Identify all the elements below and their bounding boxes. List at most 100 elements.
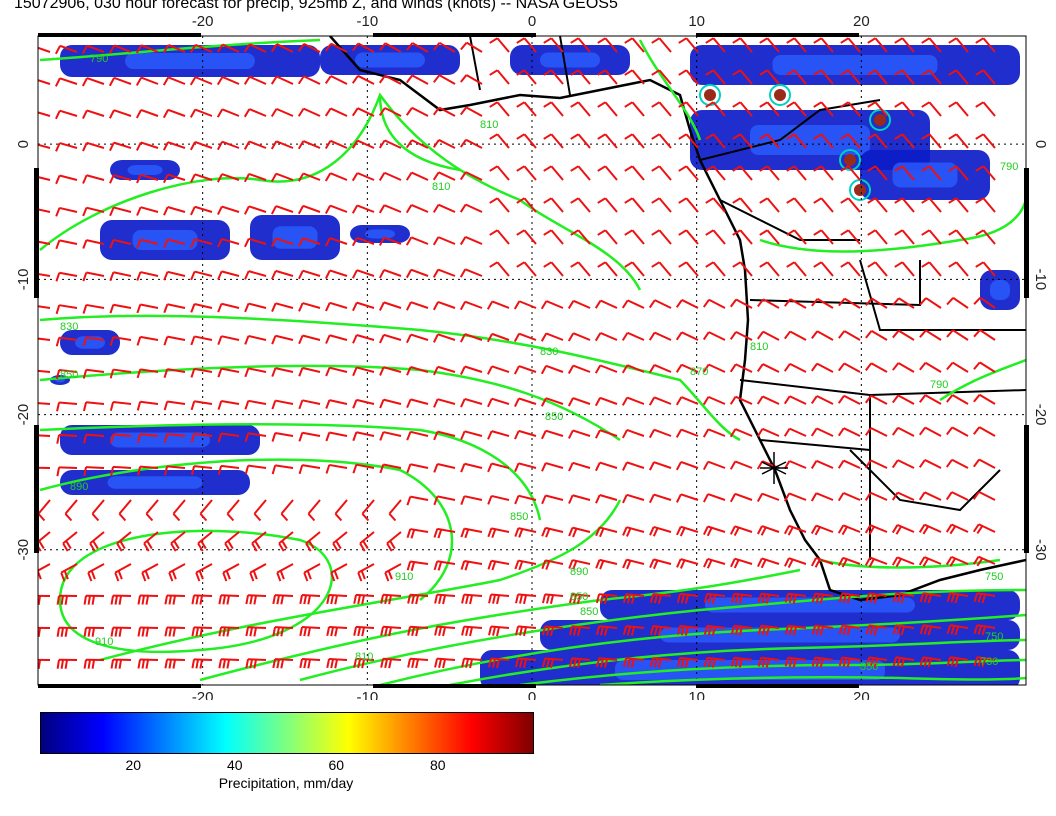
barb-flag <box>786 133 795 140</box>
barb-shaft <box>681 363 699 373</box>
barb-flag <box>922 525 930 535</box>
barb-shaft <box>118 499 132 515</box>
barb-flag <box>55 207 61 217</box>
wind-barb <box>515 625 537 637</box>
barb-flag <box>514 398 520 407</box>
barb-flag <box>145 513 154 522</box>
barb-shaft <box>38 111 51 117</box>
wind-barb <box>514 527 537 538</box>
barb-flag <box>838 362 845 372</box>
barb-flag <box>141 659 145 669</box>
wind-barb <box>864 427 888 437</box>
wind-barb <box>432 203 456 213</box>
wind-barb <box>622 593 645 604</box>
barb-flag <box>973 329 981 338</box>
barb-flag <box>900 626 906 636</box>
barb-flag <box>570 197 579 204</box>
wind-barb <box>299 658 321 669</box>
barb-flag <box>946 394 954 403</box>
wind-barb <box>351 139 375 149</box>
wind-barb <box>570 165 591 181</box>
barb-flag <box>837 524 845 534</box>
barb-flag <box>923 657 929 667</box>
barb-flag <box>568 559 574 569</box>
barb-flag <box>649 526 655 536</box>
barb-flag <box>82 401 88 412</box>
barb-shaft <box>901 197 915 213</box>
barb-flag <box>784 625 790 635</box>
wind-barb <box>325 463 348 474</box>
barb-flag <box>679 527 686 537</box>
barb-shaft <box>844 297 861 309</box>
barb-flag <box>465 594 470 604</box>
barb-shaft <box>357 139 375 149</box>
wind-barb <box>487 559 510 571</box>
wind-barb <box>810 557 834 568</box>
barb-flag <box>811 625 817 635</box>
barb-shaft <box>194 238 213 245</box>
barb-flag <box>87 659 91 669</box>
barb-flag <box>405 204 413 214</box>
wind-barb <box>406 560 429 571</box>
barb-shaft <box>193 626 213 629</box>
barb-shaft <box>928 101 942 117</box>
wind-barb <box>351 236 375 247</box>
wind-barb <box>786 197 807 213</box>
coastline <box>329 36 1026 602</box>
barb-shaft <box>735 395 753 405</box>
barb-shaft <box>550 101 564 117</box>
barb-flag <box>543 197 552 204</box>
barb-flag <box>492 626 497 636</box>
barb-flag <box>543 165 552 172</box>
barb-flag <box>759 37 768 44</box>
wind-barb <box>919 394 942 405</box>
contour-label: 790 <box>930 379 948 391</box>
barb-flag <box>173 540 180 550</box>
barb-shaft <box>140 44 159 53</box>
barb-flag <box>489 133 498 140</box>
barb-flag <box>657 626 663 636</box>
barb-shaft <box>523 37 537 53</box>
wind-barb <box>918 426 942 437</box>
barb-shaft <box>572 397 591 405</box>
barb-shaft <box>631 261 645 277</box>
wind-barb <box>460 41 483 53</box>
wind-barb <box>678 37 699 53</box>
wind-barb <box>460 527 483 539</box>
wind-barb <box>541 494 564 505</box>
barb-shaft <box>275 172 294 181</box>
barb-flag <box>172 513 181 522</box>
barb-flag <box>869 593 875 603</box>
wind-barb <box>729 428 753 438</box>
barb-flag <box>55 369 61 380</box>
wind-barb <box>136 400 159 411</box>
barb-flag <box>597 37 606 44</box>
barb-flag <box>87 572 93 582</box>
wind-barb <box>648 299 672 309</box>
wind-barb <box>486 300 510 310</box>
barb-shaft <box>437 495 456 501</box>
barb-flag <box>325 269 331 279</box>
wind-barb <box>813 37 834 53</box>
barb-flag <box>87 627 91 637</box>
wind-barb <box>514 494 537 505</box>
contour-line <box>99 499 622 662</box>
barb-flag <box>765 594 771 604</box>
barb-flag <box>489 261 498 268</box>
barb-shaft <box>739 261 753 277</box>
barb-flag <box>867 165 876 172</box>
barb-shaft <box>411 42 429 53</box>
wind-barb <box>595 625 618 636</box>
barb-shaft <box>384 42 402 53</box>
barb-flag <box>55 175 61 185</box>
wind-barb <box>135 76 159 86</box>
barb-flag <box>145 595 149 605</box>
barb-shaft <box>410 398 429 405</box>
barb-flag <box>867 37 876 44</box>
contour-label: 890 <box>570 566 588 578</box>
barb-shaft <box>712 69 726 85</box>
barb-flag <box>357 594 362 605</box>
right-axis-bar <box>1024 168 1029 298</box>
barb-shaft <box>766 69 780 85</box>
